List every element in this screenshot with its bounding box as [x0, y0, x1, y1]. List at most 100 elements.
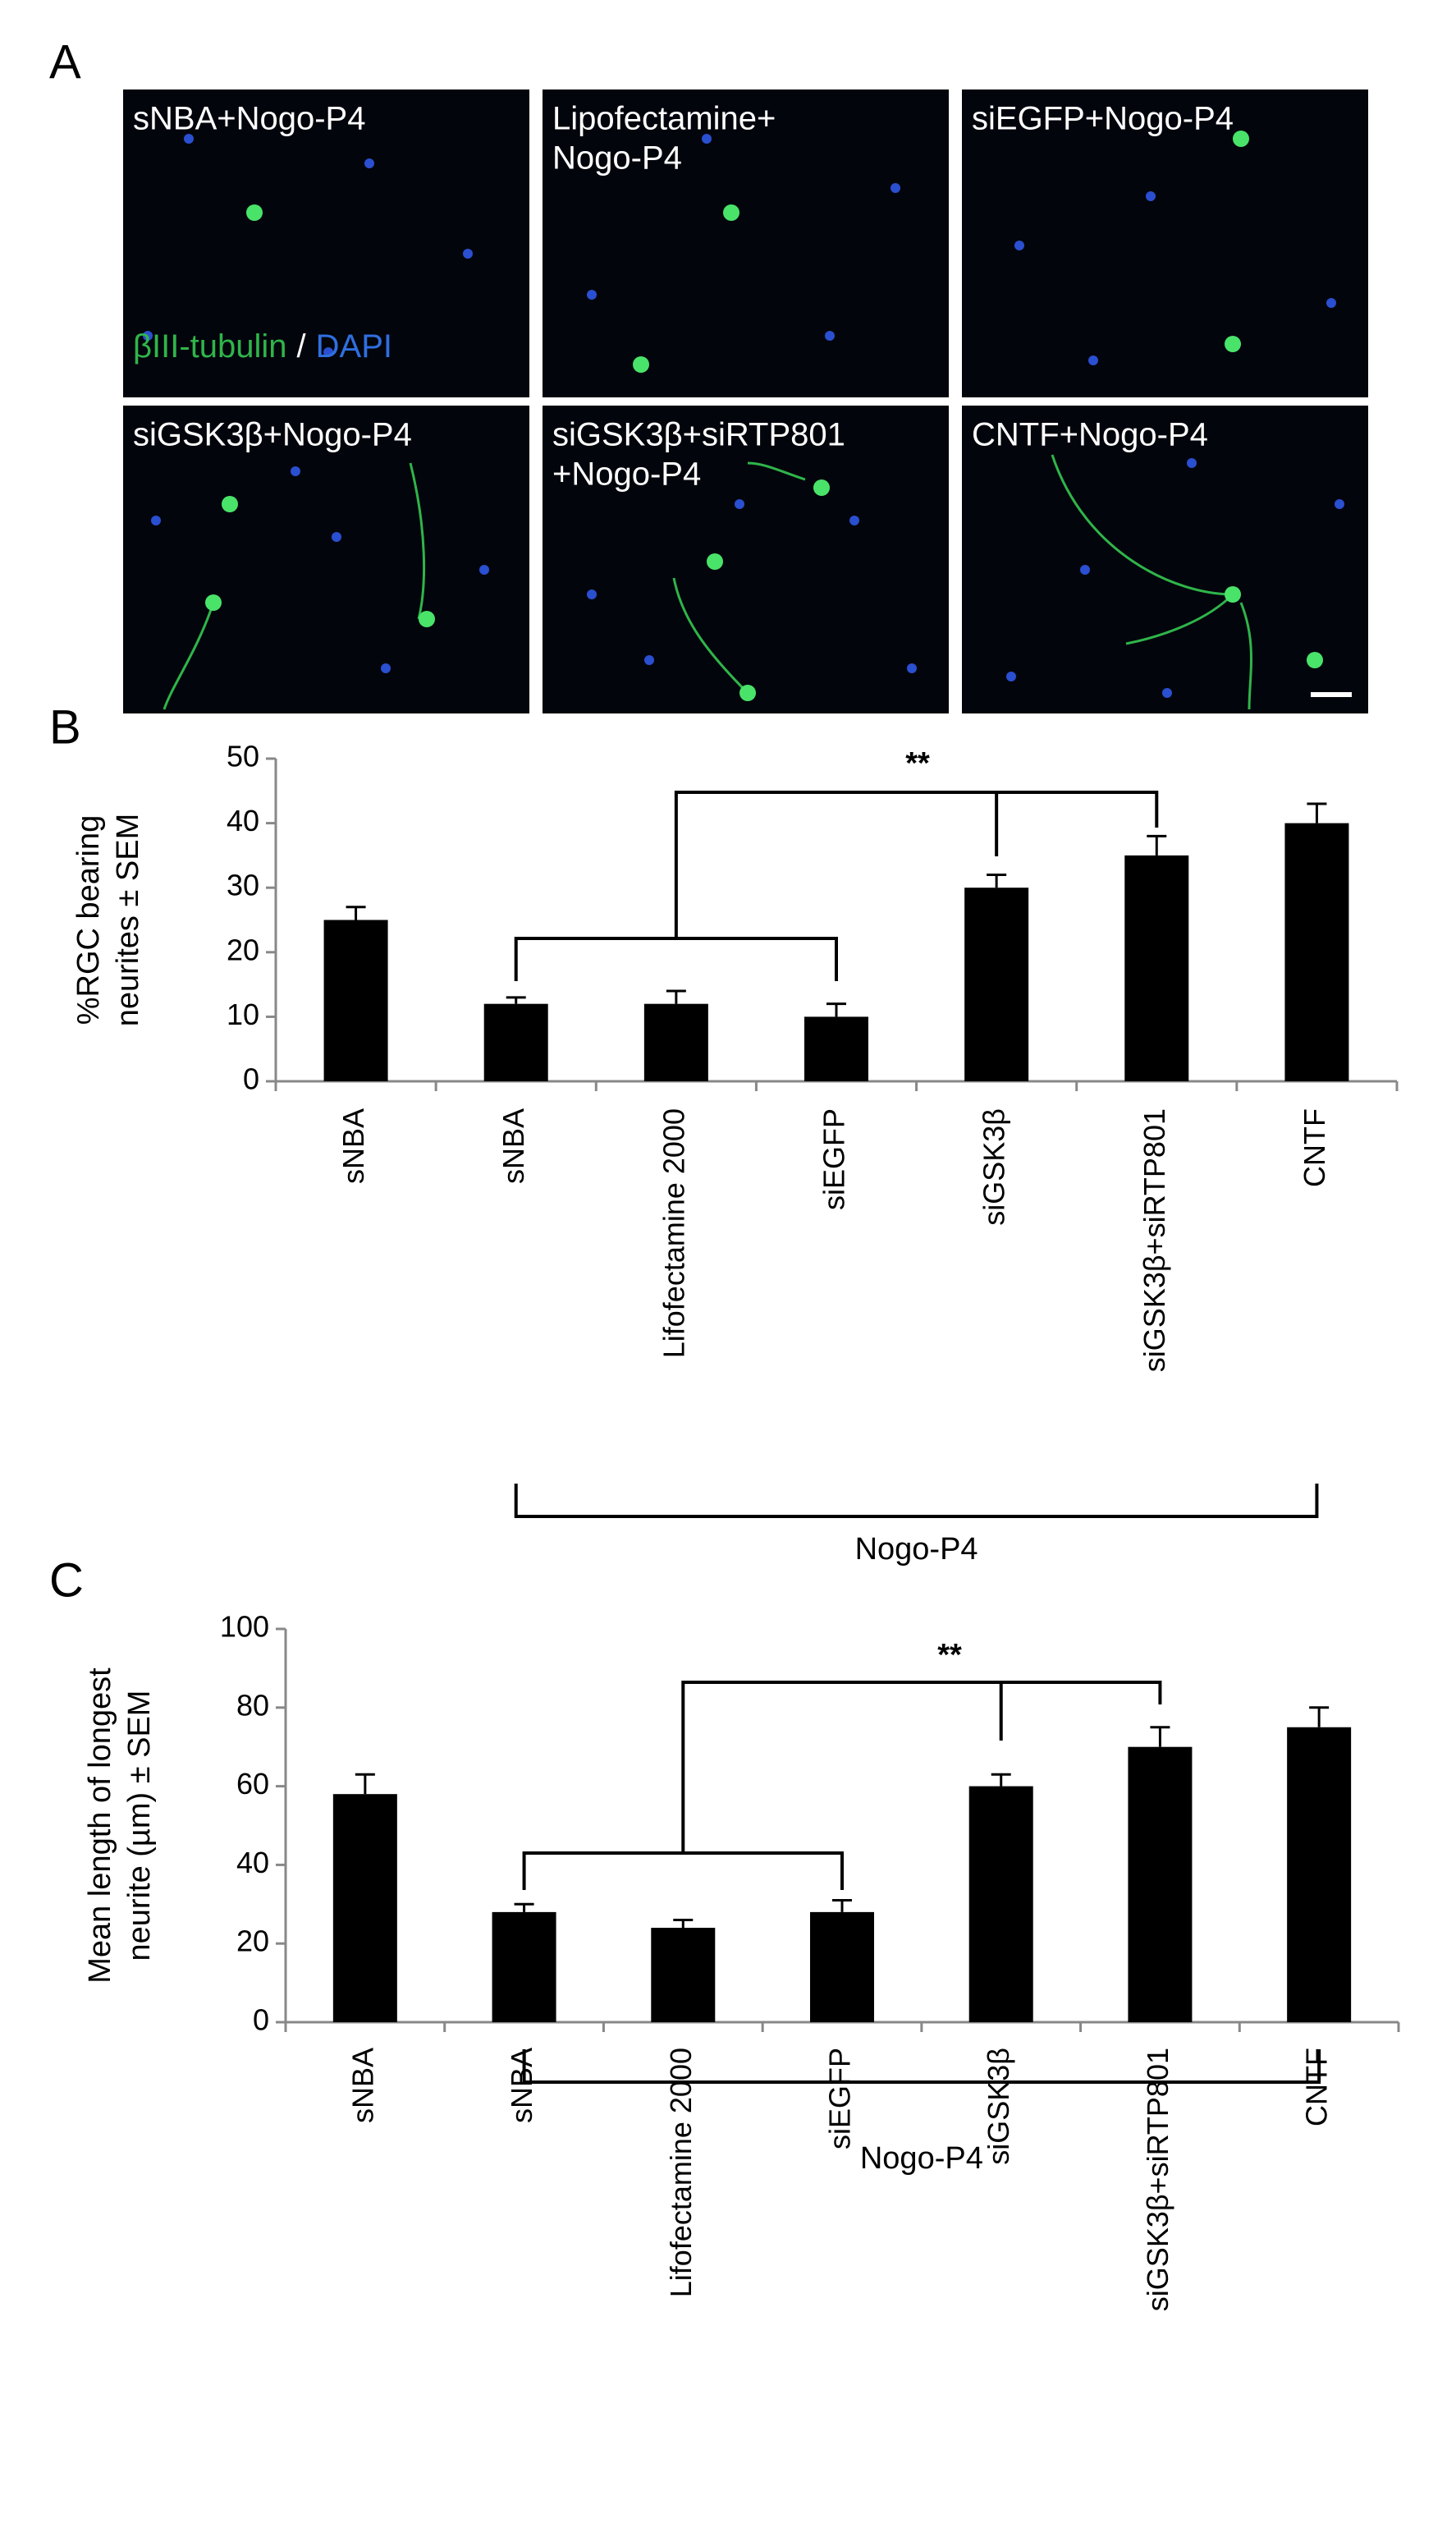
nucleus — [825, 331, 835, 341]
panel-label: B — [49, 700, 81, 754]
cell-body — [1225, 336, 1241, 352]
y-tick-label: 0 — [253, 2003, 269, 2037]
micrograph: siGSK3β+Nogo-P4 — [123, 406, 529, 713]
x-tick-label: siGSK3β — [982, 2048, 1015, 2165]
stain-legend: βIII-tubulin / DAPI — [133, 328, 392, 365]
bar — [968, 1786, 1033, 2022]
significance-bracket — [522, 1681, 1162, 1890]
nucleus — [151, 516, 161, 525]
y-tick-label: 40 — [227, 804, 259, 837]
nucleus — [1088, 356, 1098, 365]
x-tick-label: sNBA — [346, 2048, 379, 2123]
image-label: +Nogo-P4 — [552, 456, 701, 493]
bar — [483, 1003, 548, 1081]
bar — [332, 1794, 397, 2022]
bar — [1284, 823, 1349, 1081]
nucleus — [1335, 499, 1344, 509]
nucleus — [735, 499, 744, 509]
micrograph: Lipofectamine+Nogo-P4 — [543, 89, 949, 397]
image-label: Lipofectamine+ — [552, 101, 776, 137]
neurite — [1125, 593, 1234, 645]
nucleus — [381, 663, 391, 673]
y-tick-label: 100 — [220, 1610, 269, 1644]
nucleus — [907, 663, 917, 673]
nucleus — [587, 290, 597, 300]
cell-body — [1307, 652, 1323, 668]
bar — [804, 1016, 868, 1081]
nucleus — [644, 655, 654, 665]
nucleus — [849, 516, 859, 525]
cell-body — [205, 594, 222, 611]
cell-body — [222, 496, 238, 512]
neurite — [672, 577, 749, 695]
bar — [810, 1911, 874, 2022]
x-tick-label: siEGFP — [823, 2048, 857, 2149]
image-label: Nogo-P4 — [552, 140, 682, 177]
neurite — [1239, 602, 1252, 710]
cell-body — [813, 479, 830, 496]
x-tick-label: sNBA — [497, 1108, 530, 1184]
bar — [964, 888, 1029, 1081]
cell-body — [1225, 586, 1241, 603]
y-tick-label: 20 — [236, 1924, 269, 1958]
neurite — [1051, 454, 1234, 596]
x-tick-label: sNBA — [337, 1108, 370, 1184]
y-axis-label: neurites ± SEM — [111, 814, 145, 1027]
cell-body — [633, 356, 649, 373]
bar — [492, 1911, 556, 2022]
y-axis-label: Mean length of longest — [83, 1668, 117, 1984]
panel-label: A — [49, 35, 81, 89]
y-axis-label: neurite (µm) ± SEM — [122, 1690, 157, 1961]
micrograph-background — [123, 406, 529, 713]
panel-label: C — [49, 1553, 84, 1607]
x-tick-label: sNBA — [505, 2048, 538, 2123]
group-label: Nogo-P4 — [860, 2141, 983, 2176]
bar — [1124, 855, 1189, 1081]
nucleus — [1326, 298, 1336, 308]
cell-body — [1233, 131, 1249, 147]
nucleus — [479, 565, 489, 575]
nucleus — [332, 532, 341, 542]
y-tick-label: 30 — [227, 869, 259, 902]
x-tick-label: CNTF — [1298, 1108, 1331, 1187]
y-tick-label: 10 — [227, 998, 259, 1031]
group-bracket — [522, 2049, 1321, 2084]
nucleus — [1146, 191, 1156, 201]
nucleus — [143, 331, 153, 341]
x-tick-label: siEGFP — [817, 1108, 851, 1210]
micrograph: siGSK3β+siRTP801+Nogo-P4 — [543, 406, 949, 713]
image-label: CNTF+Nogo-P4 — [972, 417, 1208, 453]
y-tick-label: 50 — [227, 740, 259, 773]
stain-legend-item: DAPI — [316, 328, 392, 365]
neurite — [747, 461, 806, 481]
y-tick-label: 0 — [243, 1062, 259, 1096]
micrograph-background — [962, 406, 1368, 713]
x-tick-label: siGSK3β+siRTP801 — [1138, 1108, 1171, 1372]
nucleus — [891, 183, 900, 193]
group-label: Nogo-P4 — [855, 1532, 978, 1567]
significance-label: ** — [905, 746, 930, 781]
nucleus — [1162, 688, 1172, 698]
nucleus — [1006, 672, 1016, 681]
stain-legend-item: βIII-tubulin — [133, 328, 287, 365]
significance-label: ** — [937, 1638, 962, 1672]
bar — [643, 1003, 708, 1081]
nucleus — [323, 347, 333, 357]
micrograph: CNTF+Nogo-P4 — [962, 406, 1368, 713]
cell-body — [246, 204, 263, 221]
stain-legend-item: / — [297, 328, 307, 365]
x-tick-label: Lifofectamine 2000 — [657, 1108, 690, 1358]
cell-body — [419, 611, 435, 627]
nucleus — [587, 589, 597, 599]
cell-body — [707, 553, 723, 570]
nucleus — [184, 134, 194, 144]
group-bracket — [514, 1484, 1319, 1518]
micrograph-background — [962, 89, 1368, 397]
y-tick-label: 20 — [227, 933, 259, 966]
nucleus — [1080, 565, 1090, 575]
nucleus — [463, 249, 473, 259]
y-tick-label: 80 — [236, 1688, 269, 1722]
nucleus — [364, 158, 374, 168]
nucleus — [702, 134, 712, 144]
